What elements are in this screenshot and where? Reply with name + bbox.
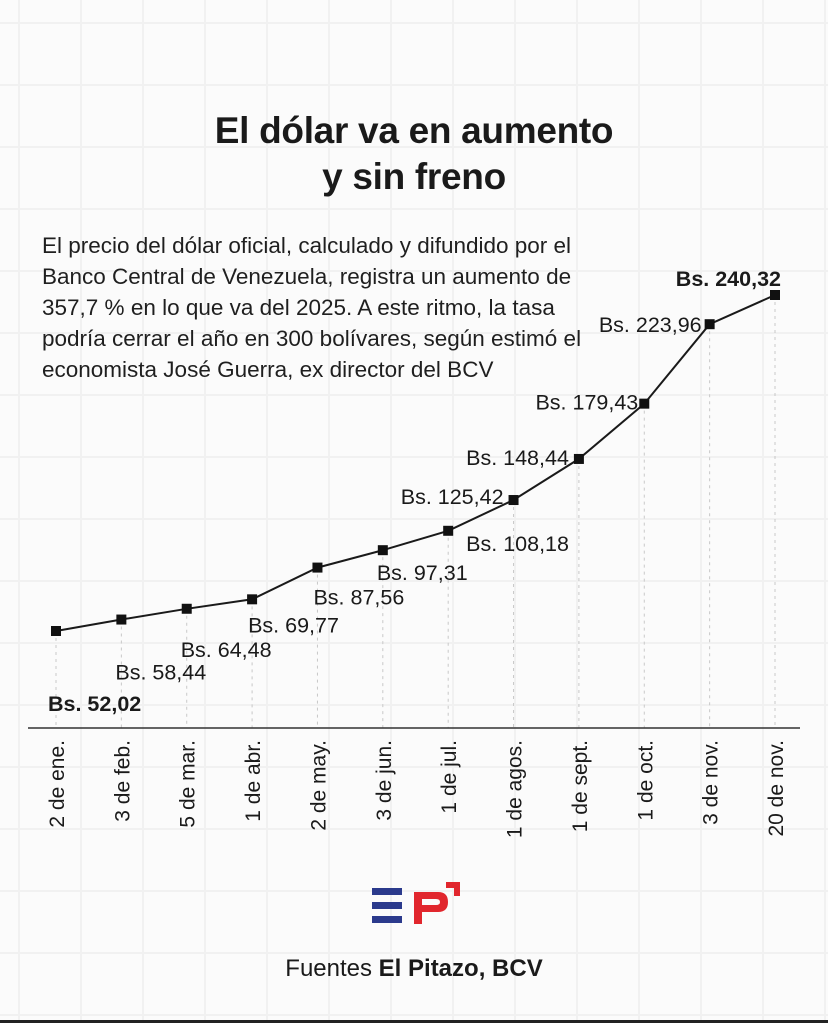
data-point xyxy=(770,290,780,300)
data-markers xyxy=(51,290,780,636)
x-tick-label: 20 de nov. xyxy=(765,740,788,837)
series-line xyxy=(55,294,776,632)
x-tick-label: 1 de jul. xyxy=(438,740,461,814)
data-label: Bs. 240,32 xyxy=(676,267,781,291)
title-line-1: El dólar va en aumento xyxy=(214,110,614,151)
data-point xyxy=(116,614,127,625)
data-label: Bs. 223,96 xyxy=(599,313,702,337)
x-tick-label: 3 de feb. xyxy=(111,740,134,822)
vertical-guides xyxy=(55,295,776,728)
x-tick-label: 1 de sept. xyxy=(569,740,592,832)
data-label: Bs. 179,43 xyxy=(535,391,638,415)
x-tick-label: 5 de mar. xyxy=(177,740,200,828)
data-label: Bs. 148,44 xyxy=(466,446,569,470)
data-label: Bs. 58,44 xyxy=(115,661,206,685)
chart-description: El precio del dólar oficial, calculado y… xyxy=(42,233,582,382)
bottom-border xyxy=(0,1020,828,1023)
logo-letter-p xyxy=(414,882,460,924)
chart-title: El dólar va en aumento y sin freno xyxy=(0,108,828,200)
data-label: Bs. 69,77 xyxy=(248,613,339,637)
data-label: Bs. 87,56 xyxy=(313,586,404,610)
logo-mark xyxy=(372,882,460,924)
data-label: Bs. 108,18 xyxy=(466,532,569,556)
x-tick-label: 1 de oct. xyxy=(634,740,657,821)
data-label: Bs. 97,31 xyxy=(377,561,468,585)
title-line-2: y sin freno xyxy=(322,156,506,197)
el-pitazo-logo xyxy=(368,880,468,935)
sources-footer: Fuentes El Pitazo, BCV xyxy=(0,955,828,983)
data-point xyxy=(51,626,61,636)
x-tick-label: 3 de jun. xyxy=(373,740,396,821)
footer-sources: El Pitazo, BCV xyxy=(378,955,543,982)
data-point xyxy=(704,319,715,330)
logo-letter-e xyxy=(372,888,402,923)
x-tick-label: 1 de agos. xyxy=(504,740,527,838)
x-tick-label: 2 de may. xyxy=(307,740,330,831)
data-point xyxy=(312,562,323,573)
x-tick-label: 3 de nov. xyxy=(700,740,723,825)
data-point xyxy=(377,545,388,556)
x-tick-label: 2 de ene. xyxy=(46,740,69,828)
data-point xyxy=(247,594,258,605)
data-point xyxy=(573,453,584,464)
data-label: Bs. 64,48 xyxy=(181,638,272,662)
data-label: Bs. 52,02 xyxy=(48,692,141,716)
data-point xyxy=(181,603,192,614)
data-point xyxy=(508,495,519,506)
x-tick-label: 1 de abr. xyxy=(242,740,265,822)
x-tick-labels: 2 de ene. 3 de feb. 5 de mar. 1 de abr. 2 de… xyxy=(46,740,788,838)
data-point xyxy=(639,398,650,409)
data-point xyxy=(443,525,454,536)
footer-prefix: Fuentes xyxy=(285,955,379,982)
data-label: Bs. 125,42 xyxy=(401,485,504,509)
